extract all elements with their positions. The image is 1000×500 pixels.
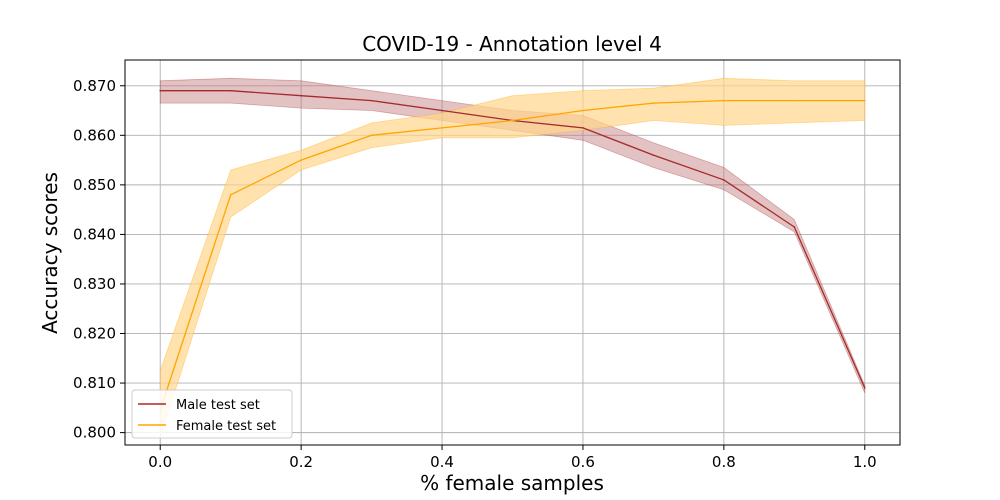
legend-label-female: Female test set [176,419,276,434]
data-point-female [511,119,514,122]
band-male [159,77,866,394]
y-tick-label: 0.810 [73,374,116,392]
x-tick-label: 1.0 [853,453,877,471]
data-point-male [582,127,584,129]
chart-title: COVID-19 - Annotation level 4 [362,32,662,56]
y-tick-label: 0.860 [73,126,116,144]
data-point-male [229,89,232,92]
y-tick-label: 0.840 [73,225,116,243]
data-point-female [300,159,302,161]
data-point-female [793,99,796,102]
x-axis-ticks: 0.0 0.2 0.4 0.6 0.8 1.0 [148,445,877,471]
band-female [159,77,866,438]
legend-label-male: Male test set [176,398,260,413]
data-point-male [370,99,373,102]
legend-box [131,389,293,439]
data-point-female [370,134,373,137]
y-tick-label: 0.820 [73,325,116,343]
x-tick-label: 0.2 [289,453,313,471]
x-tick-label: 0.6 [571,453,595,471]
data-point-male [793,226,796,228]
data-point-male [652,154,655,156]
data-point-female [229,193,232,196]
data-point-female [582,109,584,112]
y-axis-label: Accuracy scores [38,172,62,334]
y-tick-label: 0.850 [73,176,116,194]
data-point-female [441,127,443,129]
y-tick-label: 0.870 [73,77,116,95]
legend: Male test set Female test set [131,389,293,439]
y-axis-ticks: 0.800 0.810 0.820 0.830 0.840 0.850 0.860 0.870 [73,77,125,442]
plot-frame [124,59,901,446]
x-tick-label: 0.0 [148,453,172,471]
series-lines [159,89,866,412]
y-tick-label: 0.800 [73,424,116,442]
data-point-female [652,102,655,104]
data-point-female [863,99,866,102]
confidence-bands [159,77,866,438]
data-point-male [300,94,302,97]
data-point-male [863,387,866,389]
data-point-female [723,99,725,102]
x-tick-label: 0.8 [712,453,736,471]
y-tick-label: 0.830 [73,275,116,293]
data-point-male [159,89,162,92]
x-tick-label: 0.4 [430,453,454,471]
data-point-male [441,109,443,112]
data-point-male [723,179,725,181]
x-axis-label: % female samples [420,471,604,495]
